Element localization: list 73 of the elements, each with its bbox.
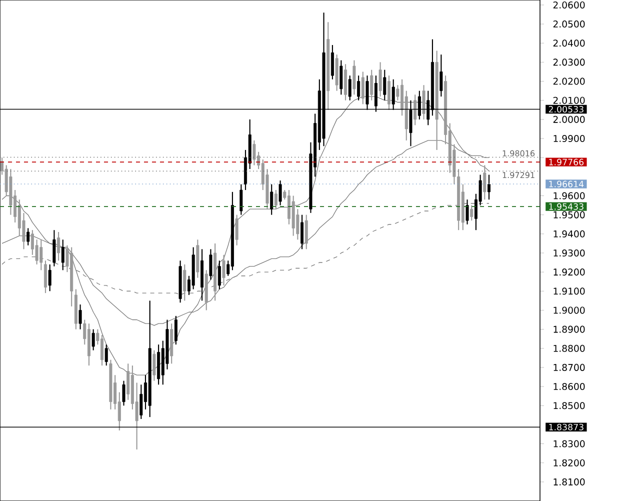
- candlestick: [488, 174, 491, 200]
- y-tick-label: 1.8200: [554, 459, 585, 466]
- y-tick-label: 1.9500: [554, 211, 585, 218]
- candlestick: [26, 228, 30, 246]
- ref-line-label: 1.96614: [549, 180, 584, 188]
- candlestick: [140, 384, 143, 420]
- candlestick: [122, 380, 126, 406]
- y-tick-label: 1.9600: [554, 192, 585, 200]
- candlestick: [483, 164, 486, 200]
- candlestick: [44, 260, 47, 294]
- y-tick-label: 1.9100: [554, 288, 585, 295]
- y-tick-label: 1.9000: [554, 306, 585, 314]
- y-tick-label: 1.8600: [554, 383, 585, 390]
- y-tick-label: 1.9900: [554, 134, 585, 142]
- y-tick-label: 2.0500: [553, 20, 585, 28]
- y-tick-label: 1.8100: [554, 478, 585, 486]
- candlestick: [348, 75, 352, 101]
- candlestick: [183, 264, 186, 302]
- candlestick: [361, 71, 364, 105]
- y-tick-label: 2.0400: [553, 40, 585, 47]
- candlestick: [422, 84, 426, 120]
- y-tick-label: 2.0000: [553, 116, 585, 123]
- candlestick: [270, 184, 274, 216]
- candlestick: [252, 140, 256, 166]
- y-tick-label: 1.9400: [554, 230, 585, 238]
- candlestick: [330, 44, 334, 80]
- candlestick: [235, 214, 238, 246]
- ref-line-label: 1.98016: [502, 150, 535, 156]
- y-tick-label: 1.8900: [554, 326, 585, 333]
- candlestick: [92, 328, 95, 351]
- ref-line-label: 1.83873: [549, 424, 584, 430]
- y-tick-label: 1.8800: [554, 344, 585, 352]
- y-tick-label: 1.8300: [554, 440, 585, 448]
- y-tick-label: 2.0100: [553, 96, 585, 104]
- candlestick: [209, 248, 212, 280]
- y-tick-label: 1.9200: [554, 268, 585, 276]
- candlestick: [240, 184, 243, 216]
- candlestick: [440, 54, 443, 98]
- candlestick: [340, 60, 343, 96]
- candlestick: [152, 350, 156, 382]
- y-tick-label: 2.0300: [553, 58, 585, 66]
- candlestick: [383, 69, 386, 101]
- candlestick: [104, 344, 108, 366]
- candlestick: [352, 60, 356, 96]
- candlestick: [174, 315, 178, 346]
- candlestick: [278, 180, 282, 206]
- candlestick: [57, 231, 60, 262]
- candlestick: [466, 199, 469, 225]
- candlestick: [414, 94, 417, 126]
- candlestick: [222, 254, 226, 286]
- y-tick-label: 1.8500: [554, 402, 585, 410]
- ref-line-label: 1.97766: [549, 158, 584, 166]
- ref-line-label: 1.95433: [549, 203, 584, 210]
- candlestick: [378, 62, 382, 98]
- candlestick: [274, 189, 278, 210]
- candlestick: [48, 264, 52, 292]
- y-tick-label: 1.8700: [554, 364, 585, 371]
- candlestick: [304, 214, 308, 250]
- candlestick: [126, 363, 130, 400]
- candlestick: [370, 69, 374, 101]
- ref-line-label: 2.00533: [548, 106, 584, 113]
- candlestick: [470, 204, 474, 222]
- candlestick: [218, 260, 221, 290]
- candlestick: [61, 239, 64, 271]
- candlestick: [387, 75, 390, 110]
- y-tick-label: 2.0600: [553, 1, 585, 8]
- candlestick: [52, 230, 56, 267]
- candlestick: [300, 214, 304, 250]
- ref-line-label: 1.97291: [502, 172, 534, 178]
- candlestick: [78, 304, 82, 330]
- y-tick-label: 2.0200: [553, 78, 585, 85]
- candlestick: [357, 75, 360, 101]
- y-tick-label: 1.9300: [554, 249, 585, 257]
